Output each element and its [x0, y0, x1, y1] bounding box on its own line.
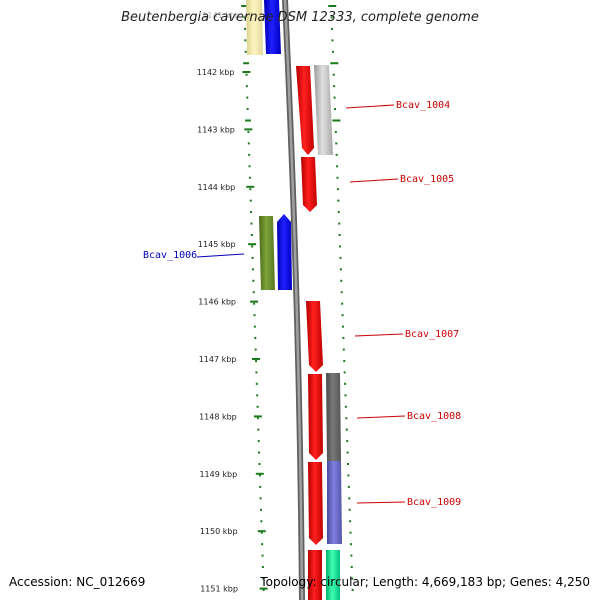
gene-bcav-1009-red[interactable] — [308, 462, 323, 545]
callout-line-bcav-1008 — [356, 415, 406, 419]
gene-callouts: Bcav_1004 Bcav_1005 Bcav_1006 Bcav_1007 … — [143, 100, 461, 508]
kbp-tick-label: 1144 kbp — [198, 183, 236, 192]
genome-backbone-highlight — [283, 0, 304, 600]
gene-red-bottom[interactable] — [308, 550, 322, 600]
gene-bcav-1004-grey[interactable] — [314, 65, 333, 155]
gene-bcav-1006-blue[interactable] — [277, 214, 292, 290]
gene-blue-top[interactable] — [264, 0, 281, 54]
accession-text: Accession: NC_012669 — [9, 575, 146, 589]
gene-bcav-1008-red[interactable] — [308, 374, 323, 460]
reverse-strand-genes — [246, 0, 292, 290]
genome-title: Beutenbergia cavernae DSM 12333, complet… — [121, 10, 479, 25]
callout-line-bcav-1004 — [345, 104, 395, 109]
gene-bcav-1009-purple[interactable] — [327, 461, 342, 544]
kbp-tick-label: 1143 kbp — [197, 125, 235, 134]
kbp-scale: 1142 kbp 1143 kbp 1144 kbp 1145 kbp 1146 kbp… — [197, 11, 268, 594]
topology-summary-text: Topology: circular; Length: 4,669,183 bp… — [260, 575, 590, 589]
callout-line-bcav-1006 — [196, 253, 245, 258]
kbp-tick-label: 1149 kbp — [199, 470, 237, 479]
kbp-tick-label: 1145 kbp — [198, 240, 236, 249]
gene-label-bcav-1007[interactable]: Bcav_1007 — [405, 329, 459, 340]
tick-rails — [241, 5, 354, 591]
forward-strand-genes — [296, 65, 342, 600]
kbp-tick-label: 1147 kbp — [199, 355, 237, 364]
kbp-tick-label: 1148 kbp — [199, 412, 237, 421]
gene-bcav-1004-red[interactable] — [296, 66, 314, 155]
callout-line-bcav-1009 — [356, 501, 406, 504]
gene-label-bcav-1006[interactable]: Bcav_1006 — [143, 250, 197, 261]
gene-label-bcav-1005[interactable]: Bcav_1005 — [400, 174, 454, 185]
callout-line-bcav-1007 — [354, 333, 404, 337]
kbp-tick-label: 1151 kbp — [200, 585, 238, 594]
gene-label-bcav-1009[interactable]: Bcav_1009 — [407, 497, 461, 508]
gene-label-bcav-1008[interactable]: Bcav_1008 — [407, 411, 461, 422]
kbp-tick-label: 1142 kbp — [197, 68, 235, 77]
gene-mint-bottom[interactable] — [326, 550, 340, 600]
kbp-tick-label-partial: 1141 kbp — [202, 11, 240, 20]
kbp-tick-label: 1146 kbp — [198, 298, 236, 307]
gene-bcav-1006-olive[interactable] — [259, 216, 275, 290]
gene-yellow-top[interactable] — [246, 0, 263, 55]
gene-label-bcav-1004[interactable]: Bcav_1004 — [396, 100, 450, 111]
gene-bcav-1007-red[interactable] — [306, 301, 323, 372]
gene-bcav-1005-red[interactable] — [301, 157, 317, 212]
gene-bcav-1008-dark[interactable] — [326, 373, 341, 461]
kbp-tick-label: 1150 kbp — [200, 527, 238, 536]
callout-line-bcav-1005 — [349, 178, 399, 183]
